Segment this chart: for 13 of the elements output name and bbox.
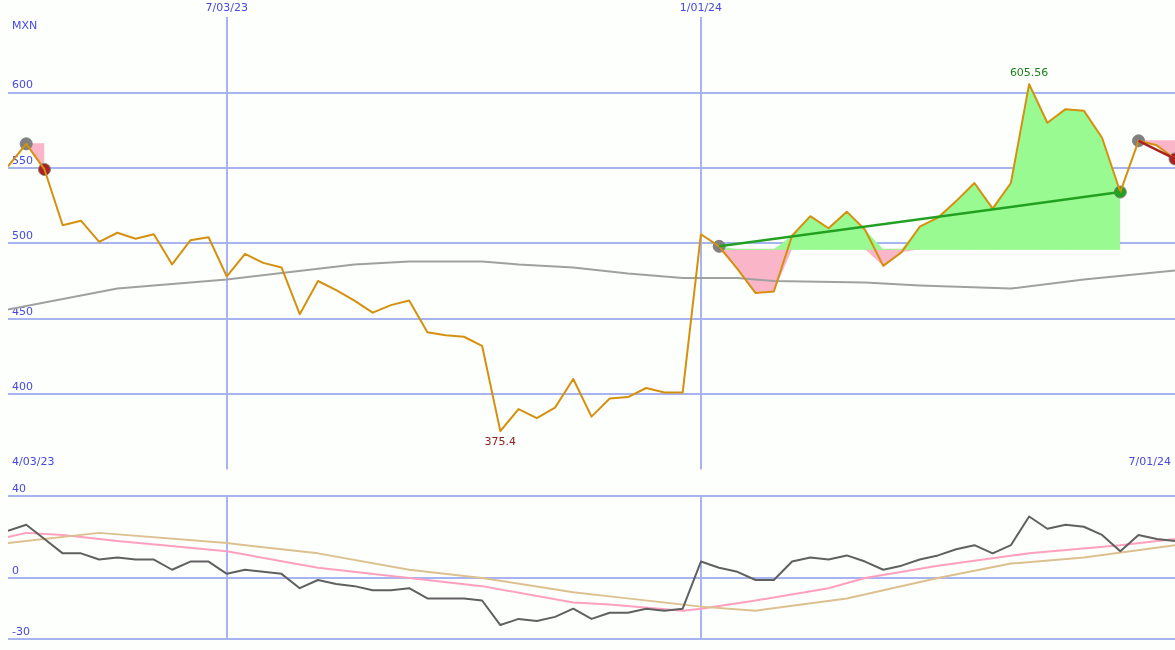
y-axis-title: MXN <box>12 18 38 32</box>
annotation: 605.56 <box>1009 65 1049 79</box>
y-tick-label: 600 <box>12 78 33 92</box>
x-tick-label: 7/03/23 <box>205 1 249 15</box>
annotation: 4/03/23 <box>12 454 55 468</box>
y-tick-label: 400 <box>12 379 33 393</box>
y-tick-label: 40 <box>12 481 26 495</box>
x-tick-label: 1/01/24 <box>679 1 723 15</box>
annotation: 375.4 <box>484 435 517 449</box>
y-tick-label: 500 <box>12 229 33 243</box>
y-tick-label: 0 <box>12 563 19 577</box>
y-tick-label: -30 <box>12 625 30 639</box>
annotation: 7/01/24 <box>1128 454 1171 468</box>
